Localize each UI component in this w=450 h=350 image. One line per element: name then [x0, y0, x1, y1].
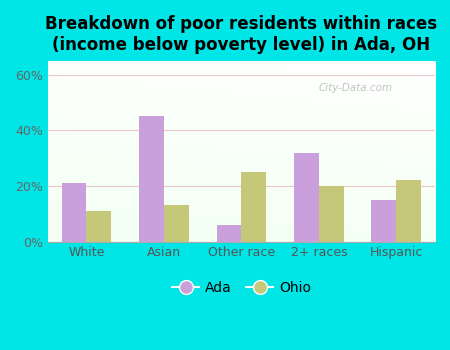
Bar: [241, 172, 266, 241]
Bar: [216, 225, 241, 242]
Bar: [62, 183, 86, 242]
Bar: [294, 153, 319, 241]
Title: Breakdown of poor residents within races
(income below poverty level) in Ada, OH: Breakdown of poor residents within races…: [45, 15, 437, 54]
Bar: [164, 205, 189, 241]
Bar: [139, 117, 164, 242]
Bar: [86, 211, 111, 241]
Bar: [319, 186, 344, 242]
Text: City-Data.com: City-Data.com: [319, 83, 393, 93]
Legend: Ada, Ohio: Ada, Ohio: [166, 275, 317, 301]
Bar: [372, 200, 396, 242]
Bar: [396, 180, 421, 241]
